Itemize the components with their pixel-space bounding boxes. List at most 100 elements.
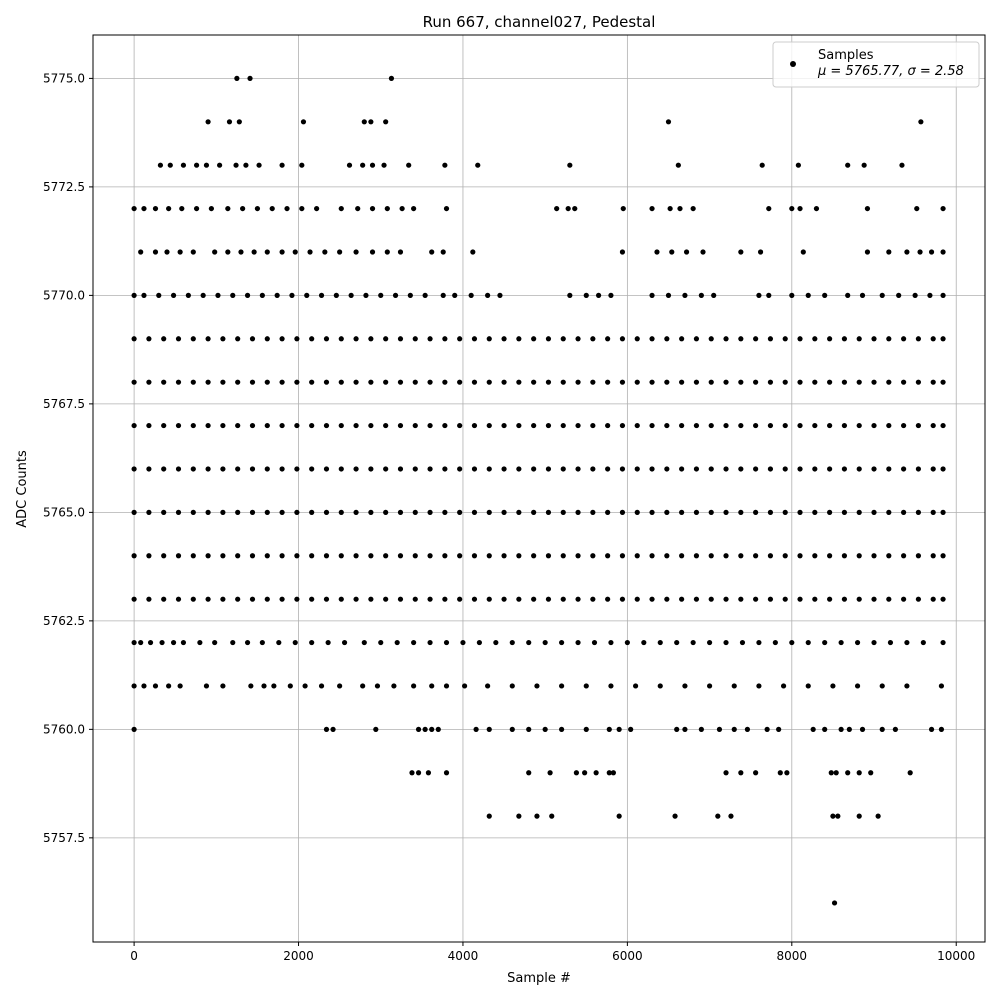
data-point — [864, 249, 871, 255]
data-point — [175, 422, 182, 429]
data-point — [471, 466, 478, 472]
data-point — [827, 422, 833, 429]
data-point — [938, 683, 945, 689]
data-point — [146, 509, 152, 515]
data-point — [427, 553, 433, 559]
data-point — [575, 639, 581, 646]
data-point — [475, 162, 481, 168]
data-point — [353, 249, 359, 255]
x-axis-label: Sample # — [507, 971, 571, 986]
data-point — [813, 205, 820, 212]
x-tick-label: 2000 — [283, 949, 314, 963]
data-point — [185, 292, 191, 298]
data-point — [782, 553, 788, 559]
data-point — [575, 553, 581, 559]
data-point — [235, 509, 241, 515]
data-point — [846, 726, 852, 732]
data-point — [292, 639, 298, 646]
data-point — [233, 162, 239, 168]
data-point — [940, 249, 946, 255]
data-point — [930, 379, 936, 385]
data-point — [368, 119, 374, 125]
data-point — [856, 553, 862, 559]
data-point — [486, 596, 492, 602]
data-points — [131, 75, 946, 906]
x-tick-label: 0 — [130, 949, 138, 963]
data-point — [215, 292, 221, 298]
data-point — [664, 509, 670, 515]
data-point — [190, 336, 196, 342]
data-point — [605, 336, 611, 342]
data-point — [330, 726, 336, 732]
data-point — [190, 509, 196, 515]
data-point — [782, 379, 788, 385]
data-point — [560, 596, 566, 602]
data-point — [249, 553, 256, 559]
data-point — [690, 639, 696, 646]
data-point — [516, 509, 522, 515]
data-point — [871, 553, 877, 559]
data-point — [940, 336, 946, 342]
data-point — [649, 466, 655, 472]
data-point — [131, 639, 137, 646]
data-point — [904, 249, 910, 255]
data-point — [249, 422, 256, 429]
data-point — [279, 466, 285, 472]
data-point — [486, 813, 492, 819]
data-point — [138, 249, 144, 255]
data-point — [892, 726, 898, 732]
data-point — [157, 162, 164, 168]
data-point — [641, 639, 647, 646]
data-point — [442, 379, 448, 385]
data-point — [928, 726, 935, 732]
data-point — [412, 553, 418, 559]
data-point — [299, 162, 305, 168]
data-point — [545, 596, 552, 602]
data-point — [193, 162, 200, 168]
data-point — [443, 683, 450, 689]
data-point — [575, 596, 581, 602]
data-point — [827, 509, 833, 515]
data-point — [302, 683, 308, 689]
data-point — [531, 509, 537, 515]
data-point — [159, 639, 165, 646]
data-point — [294, 596, 300, 602]
data-point — [412, 379, 418, 385]
data-point — [338, 422, 344, 429]
data-point — [767, 422, 774, 429]
data-point — [634, 466, 640, 472]
data-point — [649, 596, 655, 602]
data-point — [457, 509, 463, 515]
data-point — [516, 596, 522, 602]
data-point — [700, 249, 706, 255]
data-point — [412, 336, 418, 342]
data-point — [309, 639, 315, 646]
data-point — [442, 466, 448, 472]
x-axis-ticks: 0 2000 4000 6000 8000 10000 — [130, 942, 975, 963]
data-point — [501, 336, 507, 342]
data-point — [363, 292, 369, 298]
data-point — [287, 683, 293, 689]
data-point — [368, 553, 374, 559]
data-point — [912, 292, 918, 298]
data-point — [471, 553, 478, 559]
data-point — [619, 466, 626, 472]
data-point — [542, 726, 548, 732]
data-point — [723, 553, 729, 559]
data-point — [152, 205, 159, 212]
data-point — [264, 379, 270, 385]
data-point — [708, 336, 714, 342]
data-point — [772, 639, 778, 646]
data-point — [470, 249, 476, 255]
data-point — [679, 553, 685, 559]
data-point — [361, 639, 367, 646]
data-point — [269, 205, 275, 212]
data-point — [782, 509, 788, 515]
data-point — [175, 336, 182, 342]
data-point — [427, 639, 433, 646]
data-point — [427, 509, 433, 515]
data-point — [197, 639, 203, 646]
data-point — [859, 726, 866, 732]
data-point — [147, 639, 154, 646]
data-point — [677, 205, 683, 212]
